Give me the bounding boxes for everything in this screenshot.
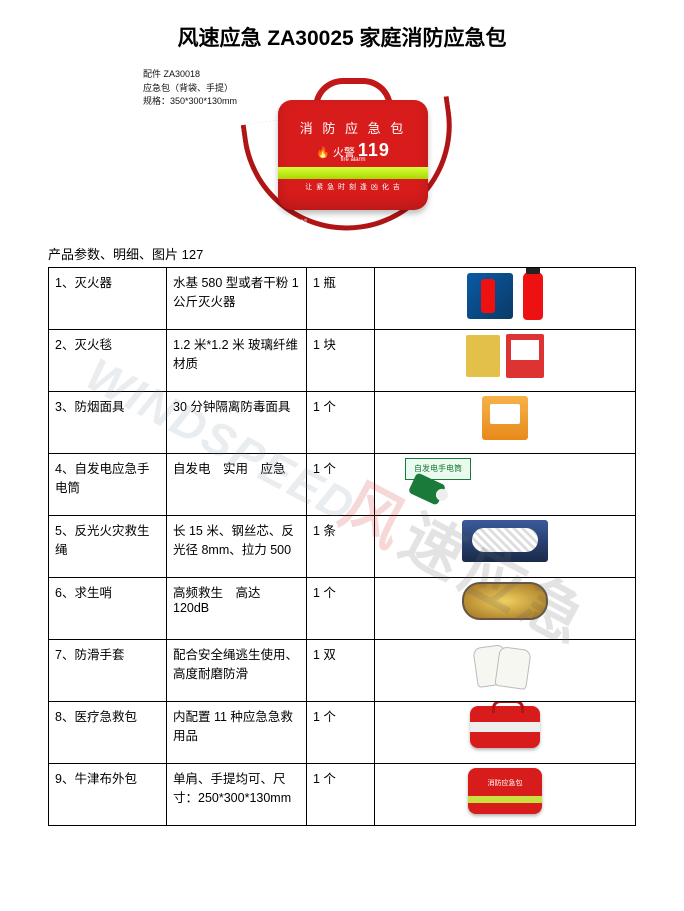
cell-qty: 1 个 [307,764,375,826]
cell-name: 6、求生哨 [49,578,167,640]
cell-spec: 1.2 米*1.2 米 玻璃纤维材质 [167,330,307,392]
bag-text-bottom: 让 紧 急 时 刻 逢 凶 化 吉 [278,182,428,192]
cell-thumb [375,578,636,640]
table-row: 2、灭火毯1.2 米*1.2 米 玻璃纤维材质1 块 [49,330,636,392]
cell-name: 3、防烟面具 [49,392,167,454]
bag-text-firesub: fire alarm [278,157,428,163]
table-row: 7、防滑手套配合安全绳逃生使用、高度耐磨防滑1 双 [49,640,636,702]
section-label: 产品参数、明细、图片 127 [48,244,636,263]
table-row: 4、自发电应急手电筒自发电 实用 应急1 个自发电手电筒 [49,454,636,516]
spec-table: 1、灭火器水基 580 型或者干粉 1 公斤灭火器1 瓶2、灭火毯1.2 米*1… [48,267,636,826]
cell-spec: 配合安全绳逃生使用、高度耐磨防滑 [167,640,307,702]
cell-spec: 高频救生 高达 120dB [167,578,307,640]
hero-label-model: 配件 ZA30018 [143,68,237,82]
bag-corner-brand: windspeed [278,219,307,225]
cell-thumb [375,516,636,578]
cell-thumb [375,764,636,826]
cell-thumb [375,640,636,702]
cell-spec: 单肩、手提均可、尺寸：250*300*130mm [167,764,307,826]
table-row: 6、求生哨高频救生 高达 120dB1 个 [49,578,636,640]
table-row: 9、牛津布外包单肩、手提均可、尺寸：250*300*130mm1 个 [49,764,636,826]
hero-label-size: 规格：350*300*130mm [143,95,237,109]
bag-text-top: 消 防 应 急 包 [278,118,428,137]
cell-qty: 1 条 [307,516,375,578]
cell-thumb: 自发电手电筒 [375,454,636,516]
cell-spec: 30 分钟隔离防毒面具 [167,392,307,454]
table-row: 8、医疗急救包内配置 11 种应急急救用品1 个 [49,702,636,764]
cell-name: 1、灭火器 [49,268,167,330]
hero-bag-illustration: 消 防 应 急 包 🔥 火警 119 fire alarm 让 紧 急 时 刻 … [258,70,448,228]
table-row: 3、防烟面具30 分钟隔离防毒面具1 个 [49,392,636,454]
cell-qty: 1 双 [307,640,375,702]
cell-name: 7、防滑手套 [49,640,167,702]
cell-qty: 1 块 [307,330,375,392]
cell-name: 2、灭火毯 [49,330,167,392]
cell-name: 4、自发电应急手电筒 [49,454,167,516]
cell-name: 5、反光火灾救生绳 [49,516,167,578]
hero-image: 配件 ZA30018 应急包（背袋、手提） 规格：350*300*130mm 消… [48,64,636,234]
document-title: 风速应急 ZA30025 家庭消防应急包 [48,22,636,52]
hero-label-desc: 应急包（背袋、手提） [143,82,237,96]
table-row: 1、灭火器水基 580 型或者干粉 1 公斤灭火器1 瓶 [49,268,636,330]
cell-qty: 1 个 [307,454,375,516]
cell-spec: 自发电 实用 应急 [167,454,307,516]
cell-thumb [375,392,636,454]
cell-thumb [375,268,636,330]
cell-qty: 1 个 [307,392,375,454]
cell-spec: 水基 580 型或者干粉 1 公斤灭火器 [167,268,307,330]
cell-name: 8、医疗急救包 [49,702,167,764]
cell-thumb [375,702,636,764]
cell-qty: 1 瓶 [307,268,375,330]
cell-spec: 内配置 11 种应急急救用品 [167,702,307,764]
cell-spec: 长 15 米、钢丝芯、反光径 8mm、拉力 500 [167,516,307,578]
cell-qty: 1 个 [307,578,375,640]
cell-thumb [375,330,636,392]
table-row: 5、反光火灾救生绳长 15 米、钢丝芯、反光径 8mm、拉力 5001 条 [49,516,636,578]
hero-labels: 配件 ZA30018 应急包（背袋、手提） 规格：350*300*130mm [143,68,237,109]
cell-qty: 1 个 [307,702,375,764]
bag-text-middle: 🔥 火警 119 fire alarm [278,140,428,163]
cell-name: 9、牛津布外包 [49,764,167,826]
